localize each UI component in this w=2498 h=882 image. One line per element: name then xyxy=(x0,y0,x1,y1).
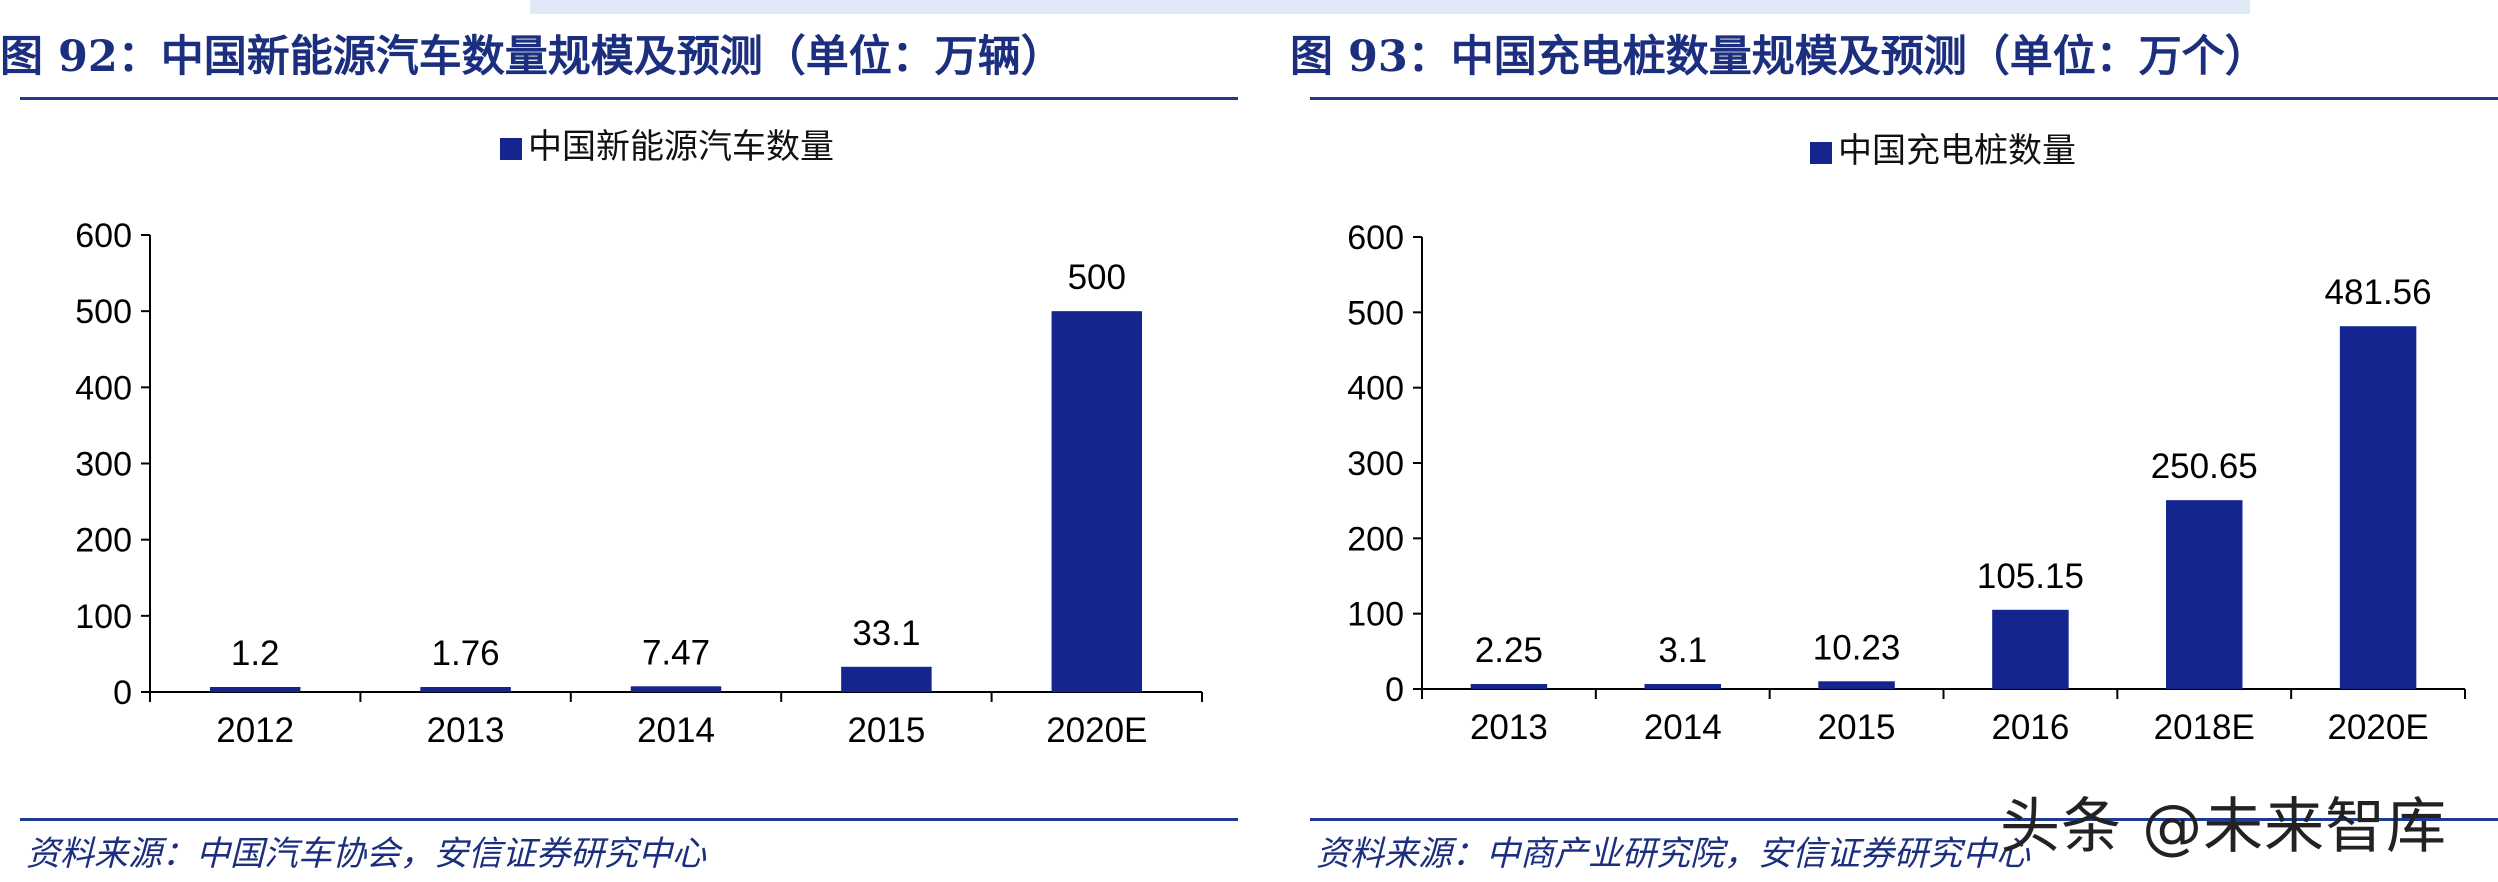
bar-chart-charging-piles: 中国充电桩数量 0 100 200 300 400 500 600 2.25 2013 3.1 201… xyxy=(1347,131,2466,747)
chart-panel-93: 图 93：中国充电桩数量规模及预测（单位：万个） 中国充电桩数量 0 100 200 3… xyxy=(1290,0,2498,882)
y-tick-label: 500 xyxy=(1347,294,1404,332)
data-label: 250.65 xyxy=(2151,447,2258,486)
y-tick-label: 200 xyxy=(1347,520,1404,558)
y-tick-label: 300 xyxy=(1347,445,1404,483)
bar xyxy=(841,666,932,692)
bar xyxy=(1470,684,1548,689)
y-tick-label: 200 xyxy=(75,522,132,560)
data-label: 3.1 xyxy=(1658,631,1707,670)
data-label: 481.56 xyxy=(2325,273,2432,312)
source-note: 资料来源：中商产业研究院，安信证券研究中心 xyxy=(1316,834,2030,874)
bar xyxy=(1992,609,2069,689)
bar xyxy=(2339,326,2417,689)
bar xyxy=(2166,500,2243,689)
data-label: 105.15 xyxy=(1977,557,2084,596)
source-rule xyxy=(20,818,1238,821)
y-tick-label: 400 xyxy=(1347,370,1404,408)
y-tick-label: 0 xyxy=(1385,671,1404,709)
legend-swatch xyxy=(1810,142,1832,164)
x-tick-label: 2018E xyxy=(2154,708,2255,747)
source-rule xyxy=(1310,818,2498,821)
legend-swatch xyxy=(500,138,522,160)
y-tick-label: 500 xyxy=(75,293,132,331)
x-tick-label: 2015 xyxy=(1818,708,1896,747)
y-tick-label: 100 xyxy=(1347,596,1404,634)
data-label: 2.25 xyxy=(1475,631,1543,670)
bar xyxy=(1051,311,1143,692)
y-tick-label: 400 xyxy=(75,369,132,407)
legend: 中国新能源汽车数量 xyxy=(500,127,834,167)
bar xyxy=(1818,681,1895,689)
bar xyxy=(209,687,301,692)
data-label: 1.2 xyxy=(231,634,280,673)
data-label: 7.47 xyxy=(642,633,710,672)
x-tick-label: 2013 xyxy=(1470,708,1548,747)
y-tick-label: 600 xyxy=(1347,219,1404,257)
x-tick-label: 2015 xyxy=(847,711,925,750)
x-tick-label: 2020E xyxy=(2327,708,2428,747)
y-tick-label: 300 xyxy=(75,446,132,484)
bar xyxy=(630,686,722,692)
legend-label: 中国充电桩数量 xyxy=(1838,131,2076,171)
x-tick-label: 2014 xyxy=(637,711,715,750)
bar xyxy=(420,687,511,692)
title-rule xyxy=(1310,97,2498,100)
title-rule xyxy=(20,97,1238,100)
bar xyxy=(1644,684,1721,689)
x-tick-label: 2016 xyxy=(1991,708,2069,747)
chart-title: 图 93：中国充电桩数量规模及预测（单位：万个） xyxy=(1290,32,2268,82)
data-label: 33.1 xyxy=(852,614,920,653)
data-label: 500 xyxy=(1068,258,1126,297)
legend-label: 中国新能源汽车数量 xyxy=(528,127,834,167)
x-tick-label: 2014 xyxy=(1644,708,1722,747)
chart-panel-92: 图 92：中国新能源汽车数量规模及预测（单位：万辆） 中国新能源汽车数量 0 100… xyxy=(0,32,1238,874)
x-tick-label: 2012 xyxy=(216,711,294,750)
bar-chart-ev: 中国新能源汽车数量 0 100 200 300 400 500 600 1.2 2012 1.76 2… xyxy=(75,127,1203,750)
y-tick-label: 600 xyxy=(75,217,132,255)
y-tick-label: 100 xyxy=(75,598,132,636)
y-tick-label: 0 xyxy=(113,674,132,712)
data-label: 1.76 xyxy=(432,634,500,673)
x-tick-label: 2013 xyxy=(427,711,505,750)
source-note: 资料来源：中国汽车协会，安信证券研究中心 xyxy=(26,834,706,874)
data-label: 10.23 xyxy=(1813,628,1901,667)
legend: 中国充电桩数量 xyxy=(1810,131,2076,171)
top-page-strip xyxy=(530,0,2250,14)
watermark: 头条 @未来智库 xyxy=(2000,792,2448,862)
chart-title: 图 92：中国新能源汽车数量规模及预测（单位：万辆） xyxy=(0,32,1064,82)
x-tick-label: 2020E xyxy=(1046,711,1147,750)
